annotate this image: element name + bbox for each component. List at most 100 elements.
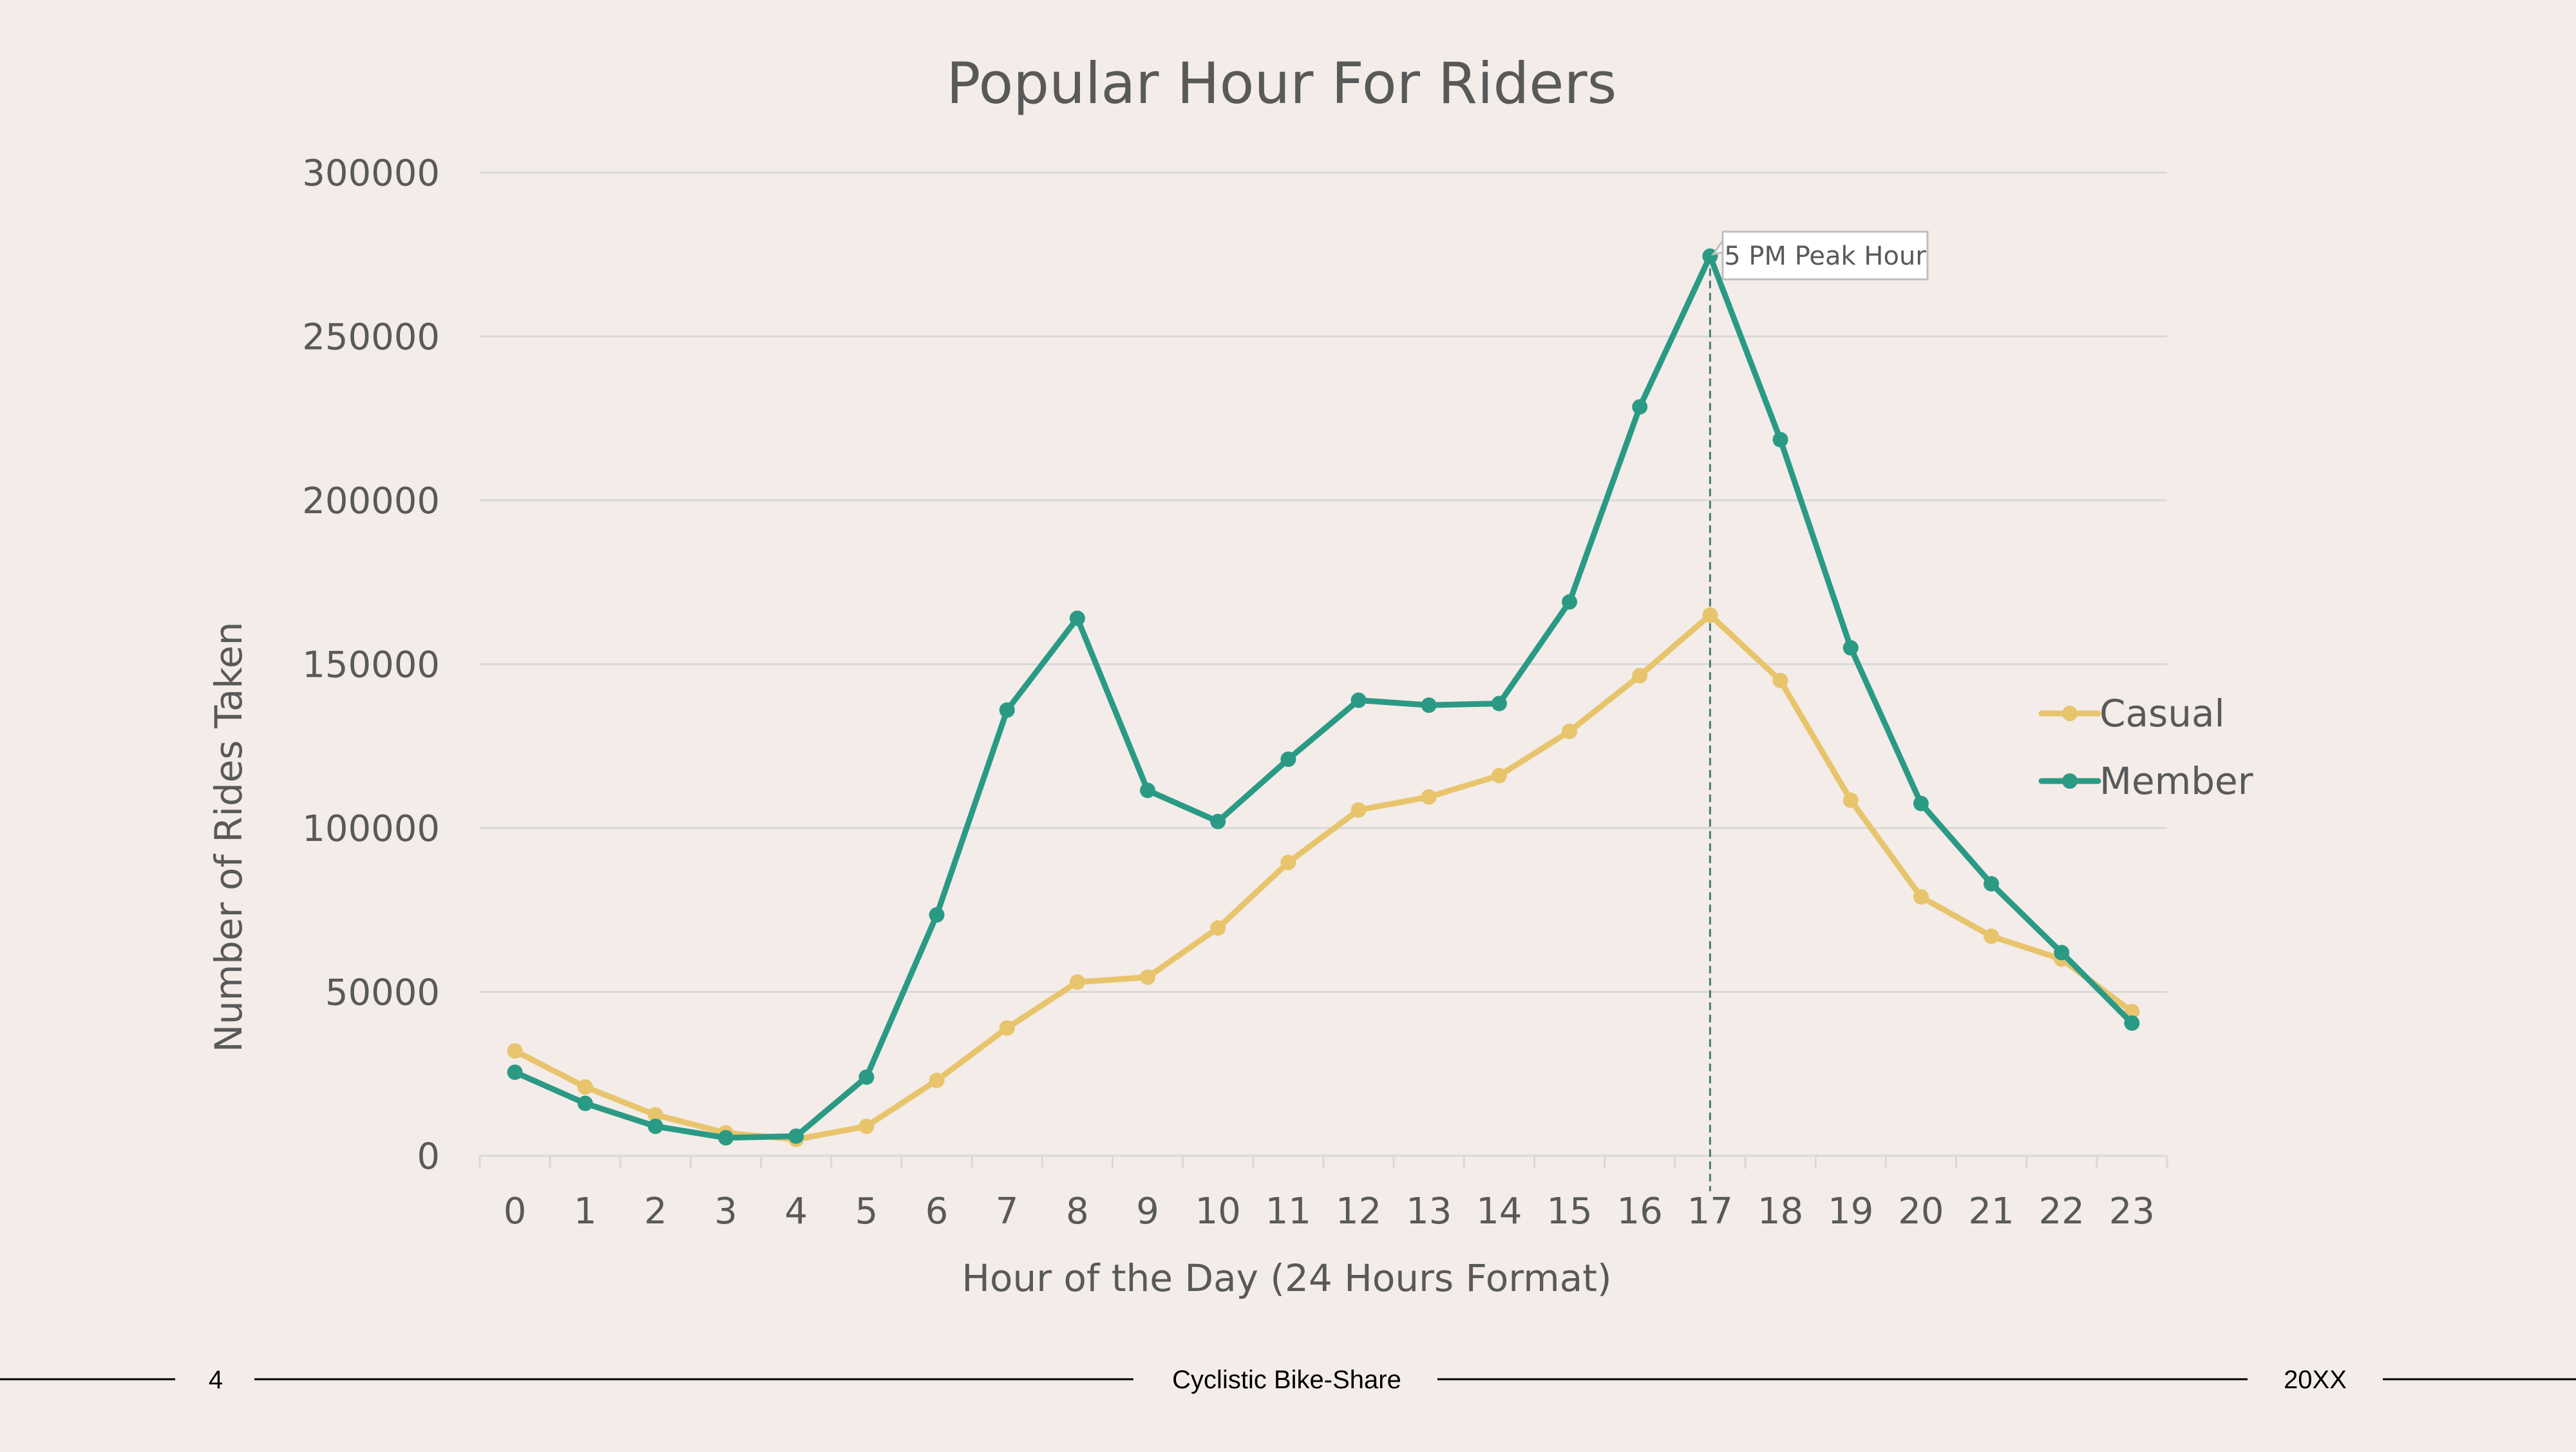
data-point-member xyxy=(929,907,945,923)
x-tick-label: 19 xyxy=(1828,1191,1873,1232)
x-tick-label: 12 xyxy=(1336,1191,1381,1232)
annotation-box xyxy=(1721,231,1929,281)
x-tick-label: 0 xyxy=(504,1191,527,1232)
x-tick-label: 18 xyxy=(1757,1191,1803,1232)
series-member xyxy=(507,248,2140,1146)
data-point-member xyxy=(1210,813,1226,829)
y-tick-labels: 0 50000 100000 150000 200000 250000 300000 xyxy=(302,153,440,1178)
y-tick-label: 150000 xyxy=(302,645,440,686)
data-point-member xyxy=(858,1069,875,1085)
y-tick-label: 100000 xyxy=(302,808,440,850)
x-tick-label: 10 xyxy=(1195,1191,1241,1232)
x-tick-label: 1 xyxy=(574,1191,597,1232)
chart-title: Popular Hour For Riders xyxy=(947,50,1617,117)
data-point-member xyxy=(1772,431,1788,448)
data-point-casual xyxy=(1984,928,2000,944)
data-point-member xyxy=(1280,751,1296,768)
x-tick-label: 3 xyxy=(714,1191,737,1232)
legend: Casual Member xyxy=(2038,692,2253,803)
annotation-pointer xyxy=(1711,238,1724,256)
page-number: 4 xyxy=(209,1366,223,1394)
y-tick-label: 50000 xyxy=(325,972,440,1014)
data-point-casual xyxy=(999,1020,1015,1036)
x-tick-label: 4 xyxy=(784,1191,808,1232)
data-point-casual xyxy=(1913,889,1929,905)
data-point-member xyxy=(2054,945,2070,961)
data-point-casual xyxy=(1562,723,1578,739)
data-point-member xyxy=(1069,610,1085,627)
legend-item-casual: Casual xyxy=(2038,692,2225,735)
x-tick-label: 22 xyxy=(2039,1191,2085,1232)
data-point-casual xyxy=(1702,607,1718,623)
x-tick-label: 2 xyxy=(644,1191,667,1232)
data-point-casual xyxy=(1772,672,1788,688)
legend-marker-member xyxy=(2062,773,2078,789)
legend-marker-casual xyxy=(2062,706,2078,721)
data-point-casual xyxy=(1421,789,1437,805)
data-point-casual xyxy=(1140,969,1156,985)
series-line-casual xyxy=(512,612,2135,1142)
data-point-member xyxy=(1913,795,1929,811)
data-point-member xyxy=(1421,697,1437,713)
data-point-casual xyxy=(929,1072,945,1088)
x-tick-label: 9 xyxy=(1136,1191,1159,1232)
x-tick-label: 20 xyxy=(1898,1191,1944,1232)
data-point-casual xyxy=(647,1107,663,1123)
y-tick-label: 250000 xyxy=(302,317,440,359)
data-point-casual xyxy=(1210,920,1226,936)
x-tick-label: 11 xyxy=(1265,1191,1311,1232)
y-tick-label: 300000 xyxy=(302,153,440,194)
x-tick-label: 21 xyxy=(1968,1191,2014,1232)
data-point-casual xyxy=(1280,854,1296,871)
x-axis-title: Hour of the Day (24 Hours Format) xyxy=(961,1256,1611,1300)
footer-year: 20XX xyxy=(2284,1366,2347,1394)
legend-label-member: Member xyxy=(2099,759,2253,803)
x-tick-labels: 0 1 2 3 4 5 6 7 8 9 10 11 12 13 14 15 16 17 18 19 20 21 22 23 xyxy=(504,1191,2155,1232)
data-point-casual xyxy=(507,1043,523,1059)
data-point-member xyxy=(788,1128,804,1144)
data-point-member xyxy=(647,1118,663,1135)
data-point-member xyxy=(1632,399,1648,415)
x-tick-label: 13 xyxy=(1406,1191,1452,1232)
x-tick-label: 7 xyxy=(996,1191,1019,1232)
legend-item-member: Member xyxy=(2038,759,2253,803)
data-point-casual xyxy=(1632,668,1648,684)
x-tick-label: 17 xyxy=(1687,1191,1733,1232)
x-tick-label: 8 xyxy=(1066,1191,1089,1232)
data-point-casual xyxy=(577,1079,593,1095)
legend-label-casual: Casual xyxy=(2099,692,2225,735)
x-tick-label: 6 xyxy=(925,1191,949,1232)
data-point-casual xyxy=(1842,792,1859,808)
annotation-text: 5 PM Peak Hour xyxy=(1724,241,1926,271)
data-point-member xyxy=(1562,594,1578,610)
data-point-member xyxy=(1842,640,1859,656)
grid-lines xyxy=(480,171,2167,993)
data-point-member xyxy=(577,1095,593,1111)
footer-title: Cyclistic Bike-Share xyxy=(1172,1366,1401,1394)
data-point-member xyxy=(1140,782,1156,798)
x-tick-label: 23 xyxy=(2109,1191,2155,1232)
x-tick-label: 5 xyxy=(855,1191,878,1232)
data-point-member xyxy=(999,702,1015,718)
y-axis-title: Number of Rides Taken xyxy=(207,622,251,1053)
x-tick-label: 14 xyxy=(1476,1191,1522,1232)
peak-annotation: 5 PM Peak Hour xyxy=(1711,231,1929,281)
data-point-casual xyxy=(1350,802,1367,818)
x-tick-label: 16 xyxy=(1617,1191,1663,1232)
y-tick-label: 0 xyxy=(417,1136,440,1178)
series-line-member xyxy=(512,253,2135,1141)
data-point-member xyxy=(1350,692,1367,708)
data-point-casual xyxy=(1491,768,1507,784)
data-point-casual xyxy=(1069,974,1085,990)
x-tick-label: 15 xyxy=(1546,1191,1592,1232)
data-point-member xyxy=(718,1130,734,1146)
x-axis xyxy=(478,1155,2168,1169)
data-point-member xyxy=(1984,876,2000,892)
series-lines xyxy=(507,248,2140,1147)
data-point-member xyxy=(507,1064,523,1080)
series-casual xyxy=(507,607,2140,1147)
footer: 4 Cyclistic Bike-Share 20XX xyxy=(0,1366,2576,1394)
data-point-member xyxy=(1491,695,1507,712)
